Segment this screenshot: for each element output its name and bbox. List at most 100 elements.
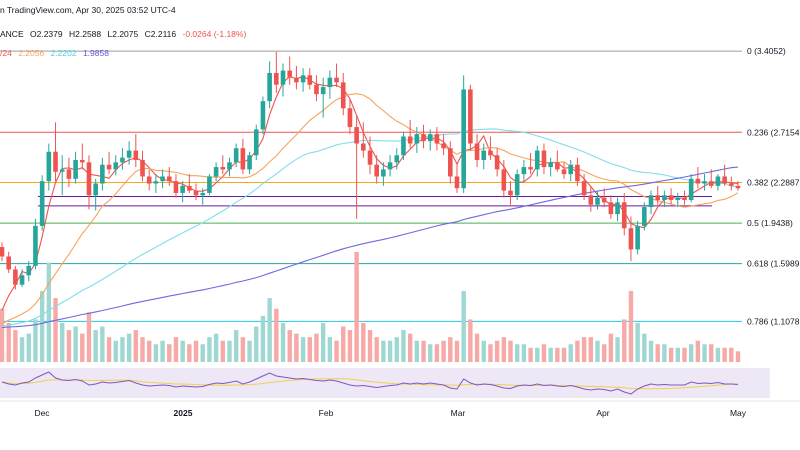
- candle-body: [414, 134, 420, 144]
- candle-body: [642, 207, 647, 226]
- volume-bar: [555, 347, 560, 362]
- candle-body: [682, 197, 687, 200]
- volume-bar: [73, 326, 78, 362]
- candle: [708, 169, 714, 189]
- candle-body: [200, 192, 206, 196]
- volume-bar: [86, 312, 92, 362]
- candle: [668, 188, 674, 205]
- candle: [93, 178, 98, 211]
- volume-bar: [548, 347, 553, 362]
- candle: [548, 157, 553, 177]
- volume-bar: [441, 340, 446, 362]
- candle-body: [347, 108, 353, 128]
- candle: [514, 169, 520, 200]
- candle: [53, 122, 58, 182]
- candle-body: [548, 162, 553, 168]
- volume-bar: [702, 344, 707, 362]
- volume-bar: [247, 340, 252, 362]
- fib-label: 0.618 (1.5989: [747, 259, 800, 269]
- volume-bar: [167, 344, 172, 362]
- candle: [86, 155, 92, 210]
- high-value: H2.2588: [69, 29, 102, 39]
- candle-body: [441, 143, 446, 149]
- volume-bar: [13, 330, 18, 362]
- candle-body: [361, 143, 366, 151]
- volume-bar: [173, 337, 179, 362]
- candle: [441, 134, 446, 156]
- candle-body: [715, 176, 721, 186]
- volume-bar: [187, 344, 192, 362]
- volume-bar: [374, 337, 379, 362]
- candle: [615, 197, 620, 222]
- volume-bar: [448, 337, 453, 362]
- candle: [561, 162, 567, 179]
- candle: [220, 155, 226, 175]
- candle-body: [187, 185, 192, 191]
- candle-body: [501, 169, 507, 191]
- volume-bar: [528, 347, 533, 362]
- candle-body: [628, 228, 634, 250]
- candle: [427, 129, 433, 151]
- candle-body: [407, 136, 413, 144]
- volume-bar: [675, 347, 680, 362]
- volume-bar: [615, 337, 620, 362]
- candle-body: [334, 77, 339, 83]
- candle-body: [729, 183, 734, 186]
- volume-bar: [568, 344, 573, 362]
- candle-body: [688, 178, 694, 200]
- volume-bar: [233, 330, 239, 362]
- volume-bar: [474, 333, 480, 362]
- volume-bar: [341, 326, 346, 362]
- candle-body: [447, 148, 453, 177]
- candle-body: [314, 84, 319, 95]
- candle: [662, 190, 667, 208]
- candle: [347, 98, 353, 135]
- candle: [575, 157, 580, 186]
- candle-body: [488, 150, 493, 156]
- volume-bar: [361, 322, 366, 362]
- fib-label: 0.786 (1.1078: [747, 316, 800, 326]
- candle: [555, 150, 560, 172]
- candle: [367, 136, 373, 175]
- candle: [120, 148, 125, 170]
- candle: [528, 152, 533, 175]
- candle: [274, 51, 279, 93]
- candle-body: [461, 89, 466, 189]
- candle: [160, 169, 165, 189]
- rsi-ma-line: [1, 378, 739, 390]
- ma-value-1: 2.2056: [18, 48, 45, 58]
- candle-body: [153, 181, 159, 184]
- volume-bar: [508, 340, 513, 362]
- ma-label: /24: [0, 48, 12, 58]
- candle: [521, 160, 527, 182]
- candle: [46, 143, 52, 191]
- candle-body: [668, 195, 674, 200]
- candle: [682, 190, 687, 205]
- candle-body: [595, 197, 600, 205]
- volume-bar: [494, 340, 500, 362]
- candle-body: [6, 256, 11, 270]
- candle: [534, 145, 540, 177]
- candle: [26, 261, 32, 282]
- candle-body: [374, 164, 379, 177]
- candle: [140, 150, 145, 182]
- volume-bar: [407, 333, 413, 362]
- candle-body: [555, 162, 560, 170]
- fib-label: 0.5 (1.9438): [747, 218, 793, 228]
- candle-body: [220, 167, 226, 170]
- volume-bar: [688, 344, 694, 362]
- time-axis-label: 2025: [174, 408, 193, 418]
- ohlc-legend: ANCE O2.2379 H2.2588 L2.2075 C2.2116 -0.…: [0, 29, 250, 39]
- ma-mid-line: [1, 93, 739, 325]
- candle: [193, 183, 199, 200]
- candle: [247, 151, 252, 175]
- candle-body: [0, 247, 5, 257]
- volume-bar: [401, 330, 406, 362]
- candle: [635, 221, 640, 255]
- candle: [79, 143, 85, 170]
- chart-source-line: n TradingView.com, Apr 30, 2025 03:52 UT…: [0, 5, 180, 15]
- volume-bar: [33, 319, 38, 362]
- candle: [394, 148, 400, 170]
- candle: [287, 56, 293, 85]
